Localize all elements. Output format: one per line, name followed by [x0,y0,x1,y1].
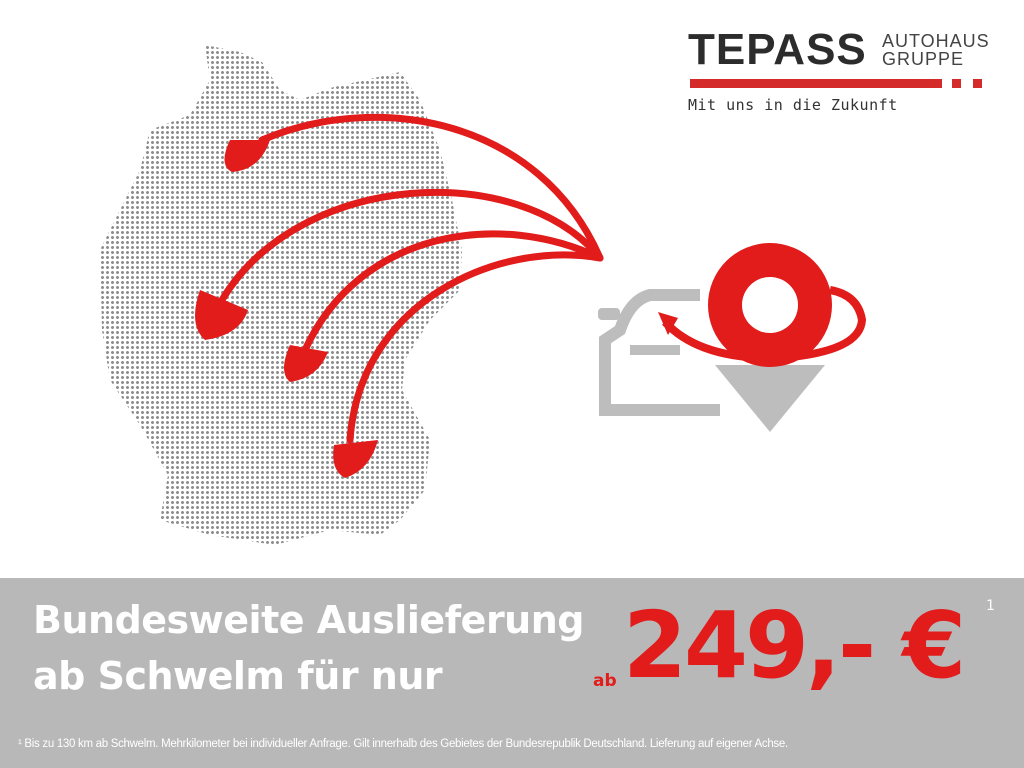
price-prefix: ab [593,671,617,691]
price: 249,- € [623,592,966,699]
delivery-graphic [195,113,867,478]
logo-tagline: Mit uns in die Zukunft [688,96,898,114]
logo-wordmark: TEPASS [688,25,867,74]
logo-subtitle: AUTOHAUS GRUPPE [882,32,990,68]
arrow-curve [301,230,604,354]
arrow-heads [195,140,378,478]
arrow-head [224,140,270,172]
arrow-head [284,345,328,382]
logo-bar [690,79,942,88]
arrow-curve [346,251,604,444]
arrow-curve [218,188,604,304]
footnote-mark: 1 [986,598,995,614]
location-pin-icon [715,365,825,432]
footnote: ¹ Bis zu 130 km ab Schwelm. Mehrkilomete… [18,738,788,750]
arrow-head [195,290,248,340]
headline-line2: ab Schwelm für nur [33,654,443,698]
logo-square [973,79,982,88]
logo-sub1: AUTOHAUS [882,31,990,51]
car-icon [599,289,720,416]
arrow-curve [258,113,604,262]
offer-banner [0,578,1024,768]
logo-square [952,79,961,88]
red-arrows [218,113,604,444]
headline-line1: Bundesweite Auslieferung [33,598,585,642]
logo-sub2: GRUPPE [882,49,965,69]
arrow-head [333,440,378,478]
